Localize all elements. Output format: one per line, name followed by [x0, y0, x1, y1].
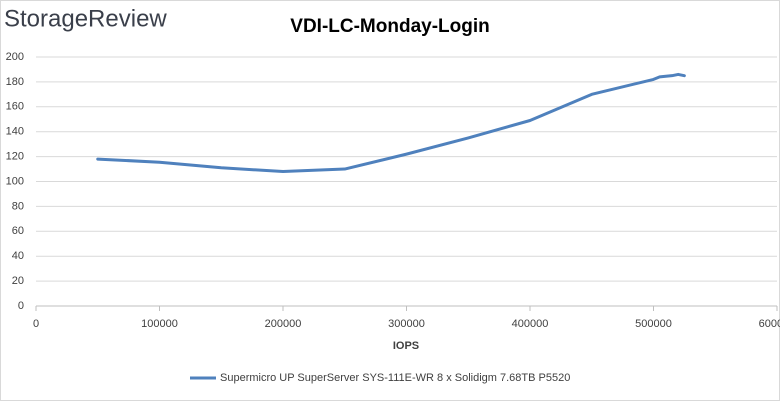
x-tick-label: 500000 [635, 318, 672, 330]
x-axis-label: IOPS [393, 340, 419, 352]
legend-label: Supermicro UP SuperServer SYS-111E-WR 8 … [220, 372, 570, 384]
y-tick-label: 0 [18, 300, 24, 312]
y-tick-label: 20 [12, 275, 24, 287]
y-tick-label: 180 [6, 76, 24, 88]
logo: StorageReview [4, 5, 167, 32]
y-tick-label: 60 [12, 225, 24, 237]
x-tick-label: 0 [33, 318, 39, 330]
chart-title: VDI-LC-Monday-Login [290, 16, 489, 37]
y-tick-label: 80 [12, 200, 24, 212]
x-tick-label: 200000 [265, 318, 302, 330]
x-tick-label: 400000 [512, 318, 549, 330]
x-tick-label: 100000 [141, 318, 178, 330]
y-tick-label: 120 [6, 151, 24, 163]
y-tick-label: 140 [6, 126, 24, 138]
x-tick-label: 600000 [759, 318, 780, 330]
y-tick-label: 40 [12, 250, 24, 262]
y-tick-label: 160 [6, 101, 24, 113]
data-line [96, 72, 686, 174]
y-tick-label: 200 [6, 51, 24, 63]
y-tick-label: 100 [6, 175, 24, 187]
x-tick-label: 300000 [388, 318, 425, 330]
